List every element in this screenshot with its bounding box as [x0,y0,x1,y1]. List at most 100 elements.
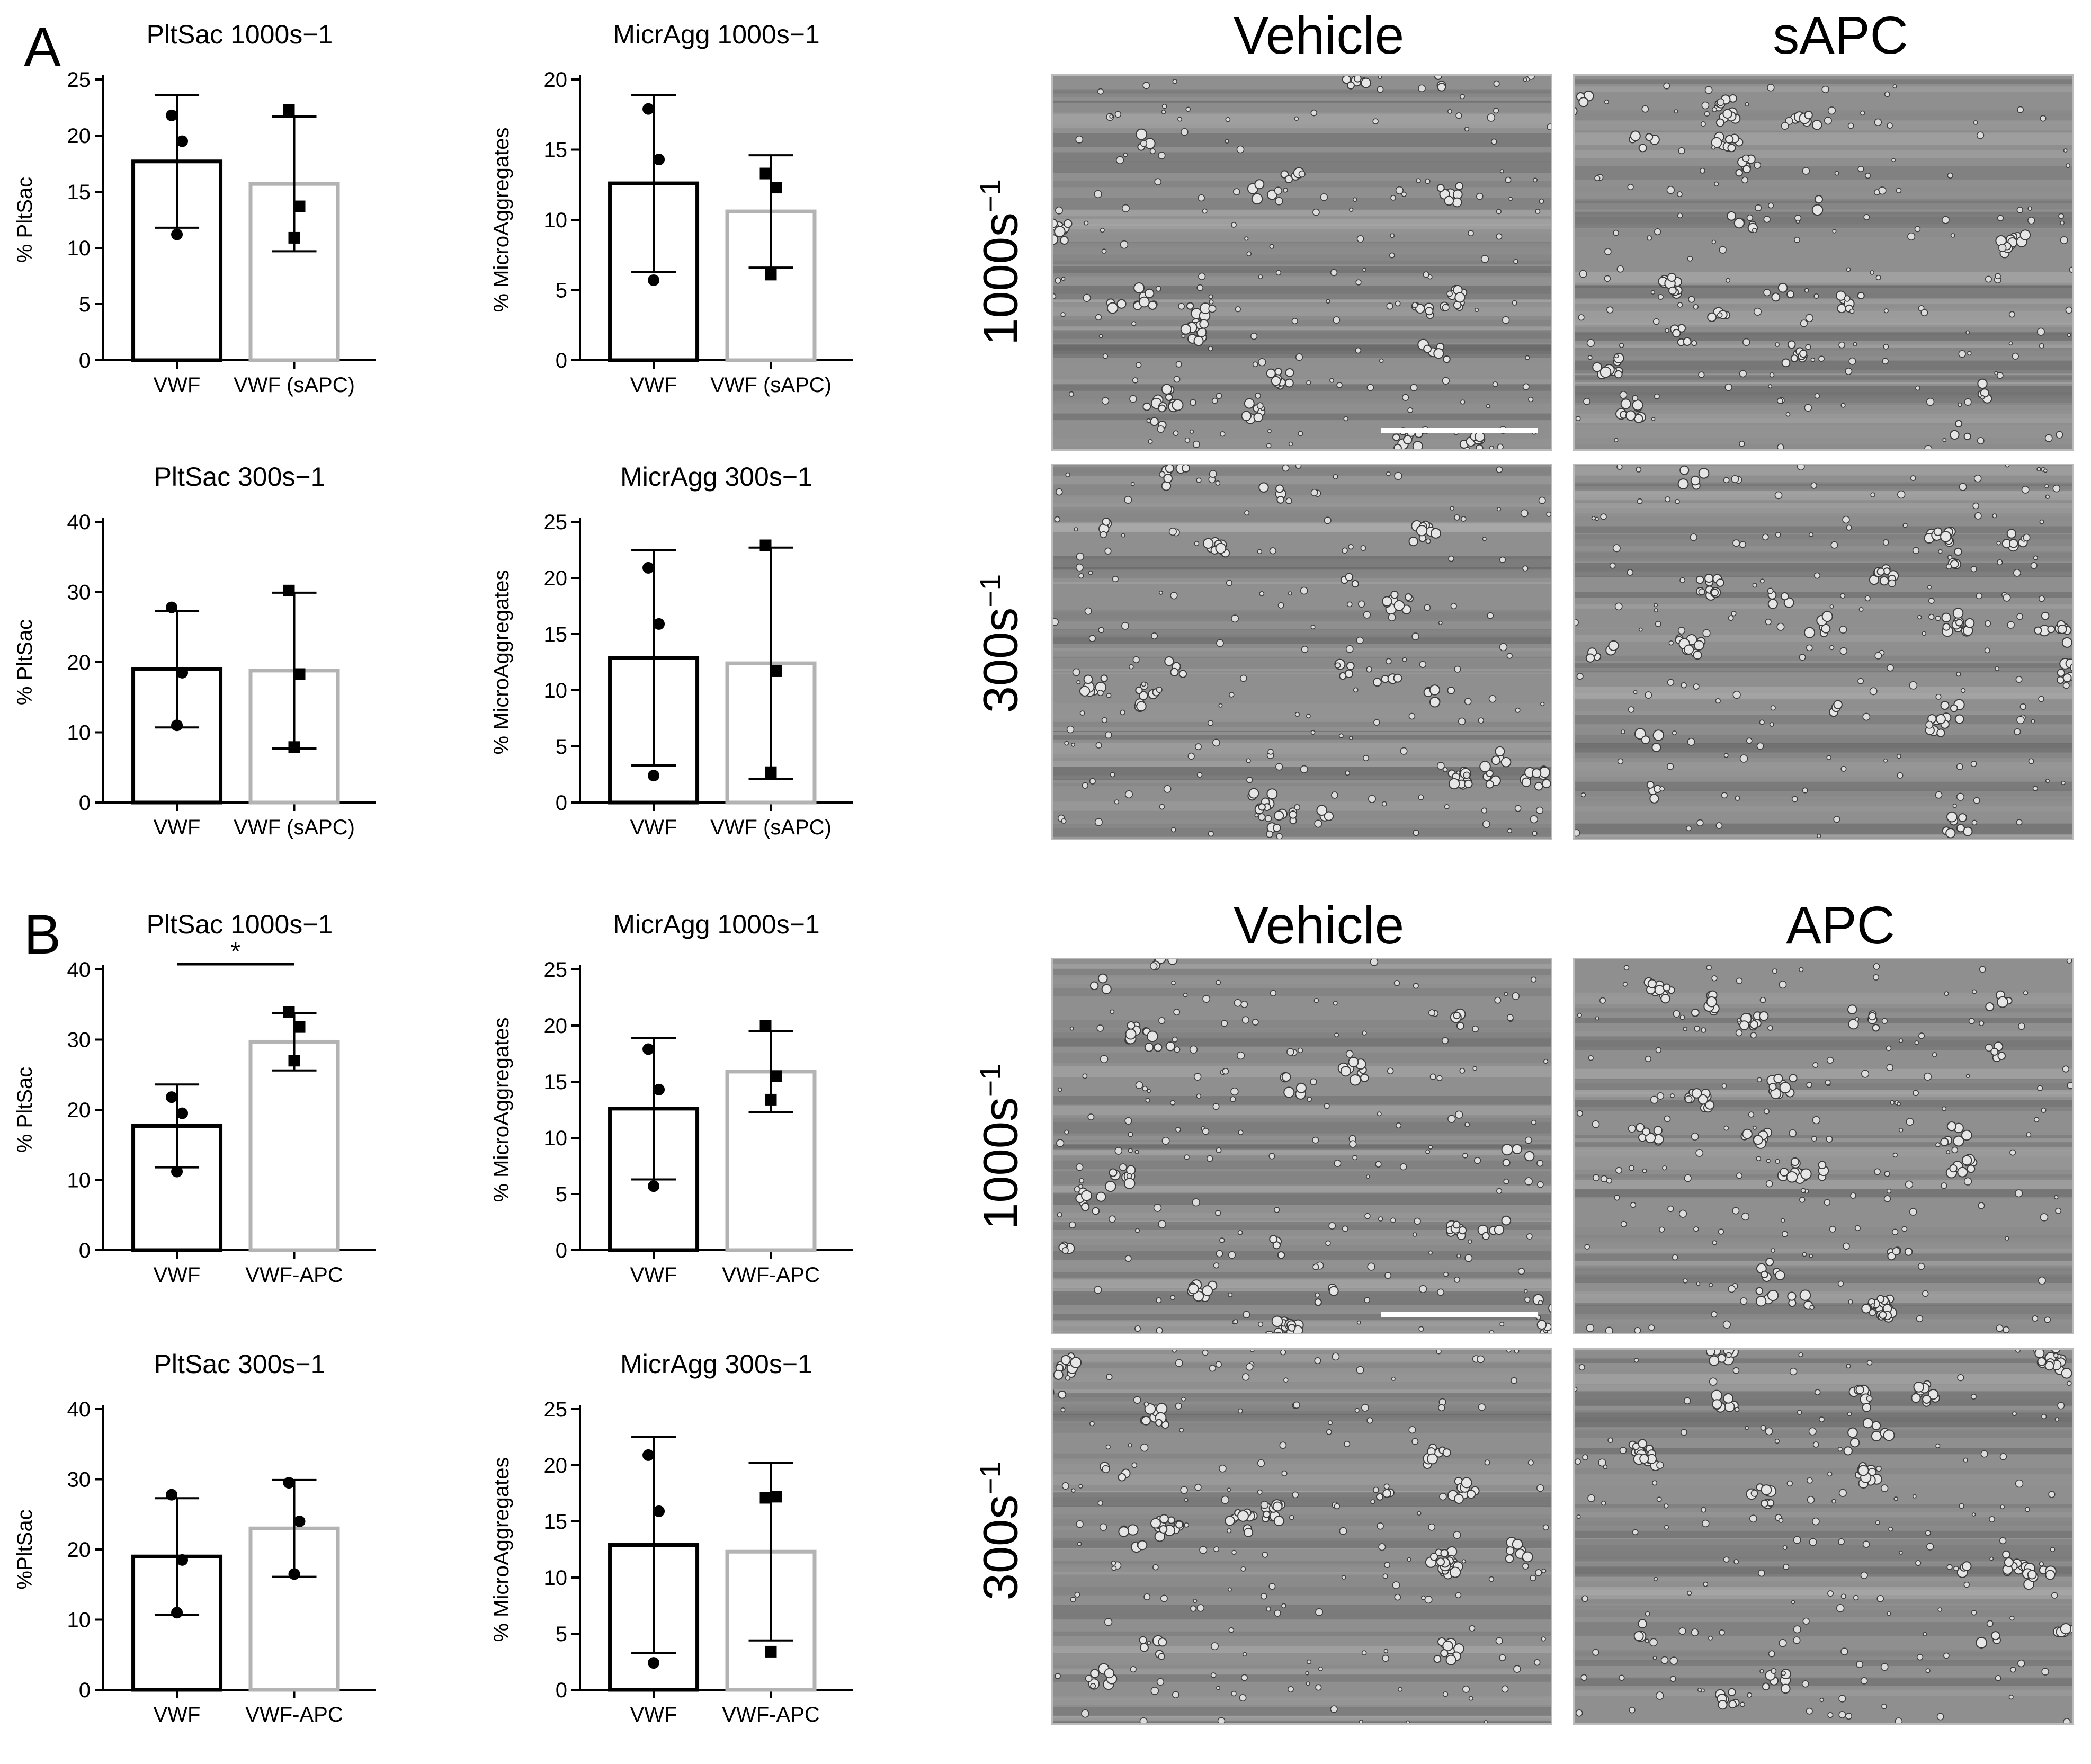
platelet [1763,216,1771,223]
flow-streak [1575,1448,2072,1455]
data-point [765,766,777,778]
platelet-cluster [1857,1465,1869,1476]
platelet [1199,1546,1208,1554]
platelet-cluster [1283,1086,1295,1098]
platelet [2056,431,2063,439]
platelet [1527,396,1534,403]
platelet [1120,709,1125,716]
platelet [2003,593,2011,602]
platelet [1462,1685,1470,1693]
platelet-cluster [1494,1224,1505,1235]
platelet [1704,111,1710,117]
platelet [1810,482,1818,489]
platelet-cluster [1097,973,1108,984]
platelet [2028,758,2034,764]
platelet [1124,496,1132,504]
flow-streak [1053,1705,1551,1716]
flow-streak [1575,114,2072,122]
platelet [1101,397,1110,405]
platelet [1171,980,1176,985]
platelet [1702,1519,1710,1528]
platelet-cluster [1704,574,1714,583]
platelet [1798,1352,1803,1358]
data-point [642,562,655,574]
platelet-cluster [1962,1561,1972,1571]
platelet-cluster [1440,1649,1449,1658]
platelet [1536,1181,1544,1188]
platelet [1184,437,1191,443]
platelet [1536,1160,1544,1167]
platelet [2045,494,2050,499]
platelet [1711,975,1718,982]
x-tick-label: VWF-APC [245,1703,343,1726]
platelet [1780,1218,1785,1223]
platelet [1965,330,1970,335]
platelet [1827,1590,1834,1597]
flow-streak [1575,798,2072,806]
platelet [1436,762,1445,770]
platelet [1968,1018,1975,1024]
platelet [1408,1426,1416,1434]
platelet [1196,772,1203,778]
platelet [1768,384,1773,389]
platelet-cluster [1148,301,1157,310]
platelet [1698,588,1705,595]
y-tick-label: 5 [556,279,567,302]
platelet-cluster [2034,626,2042,635]
platelet-cluster [1799,1289,1811,1301]
platelet [1222,1067,1229,1075]
platelet-cluster [1722,109,1732,119]
platelet [1401,191,1407,197]
flow-streak [1053,1096,1551,1105]
row-header-sup: −1 [973,1064,1007,1098]
data-point [653,1083,665,1095]
platelet-cluster [1742,1128,1753,1139]
platelet [2065,306,2072,314]
platelet [1522,383,1530,390]
platelet [1541,1636,1546,1642]
platelet-cluster [1739,1020,1749,1030]
platelet [1874,189,1880,195]
platelet [1666,763,1674,770]
flow-streak [1053,1605,1551,1620]
data-point [171,1607,183,1619]
platelet [1193,440,1200,448]
flow-streak [1053,243,1551,255]
platelet [1254,813,1259,817]
platelet [1652,1480,1658,1486]
platelet [1281,1470,1288,1477]
platelet [1756,742,1764,750]
platelet [1489,1330,1495,1333]
platelet [1355,279,1362,286]
platelet [1774,1438,1780,1444]
platelet [1085,1674,1093,1682]
platelet [1791,796,1798,803]
platelet [1576,1110,1583,1117]
platelet [1874,118,1882,127]
platelet [1782,1545,1788,1550]
platelet [1662,1165,1667,1171]
platelet [1074,1591,1080,1598]
flow-streak [1575,465,2072,476]
platelet [1595,1016,1599,1021]
platelet [1130,482,1135,486]
platelet [1719,246,1727,254]
platelet [1768,1650,1775,1658]
platelet-cluster [1248,788,1259,799]
platelet [1168,528,1177,536]
platelet [1672,1254,1678,1261]
platelet [1814,1389,1821,1395]
platelet [1620,1220,1627,1227]
flow-streak [1053,1664,1551,1669]
platelet [1406,1720,1410,1723]
platelet-cluster [1237,1510,1249,1522]
platelet [1634,1326,1641,1333]
platelet-cluster [1940,531,1952,542]
platelet [1985,620,1991,627]
platelet [1252,1019,1259,1026]
platelet [1838,341,1845,349]
x-tick-label: VWF (sAPC) [710,373,832,397]
platelet [1391,1376,1396,1381]
platelet [1774,491,1783,500]
flow-streak [1575,150,2072,158]
